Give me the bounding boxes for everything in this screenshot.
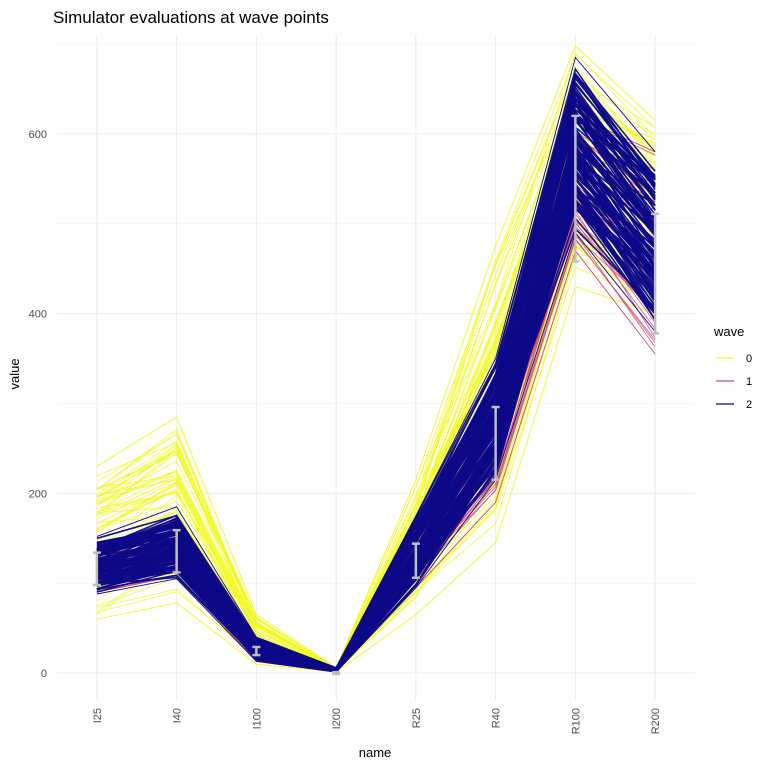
- series-line: [96, 131, 656, 671]
- series-line: [96, 45, 656, 669]
- error-bar-R40: [491, 405, 500, 482]
- series-line: [96, 109, 656, 671]
- y-tick-label: 600: [29, 129, 47, 141]
- series-line: [96, 254, 656, 672]
- series-line: [96, 54, 656, 669]
- error-bar-I200: [332, 670, 341, 676]
- y-tick-label: 200: [29, 488, 47, 500]
- x-tick-label: I100: [251, 708, 263, 729]
- x-tick-label: R25: [411, 708, 423, 728]
- legend-item-1: 1: [716, 376, 752, 388]
- error-bar-I100: [252, 645, 261, 657]
- series-line: [96, 78, 656, 669]
- legend-label: 0: [746, 353, 752, 365]
- x-axis-label: name: [359, 745, 392, 760]
- y-tick-label: 400: [29, 309, 47, 321]
- series-line: [96, 156, 656, 671]
- series-line: [96, 56, 656, 669]
- legend-items: 0 1 2: [716, 353, 752, 411]
- error-bar-R100: [571, 114, 580, 263]
- legend-label: 2: [746, 399, 752, 411]
- series-line: [96, 65, 656, 670]
- error-bar-I40: [172, 528, 181, 574]
- x-tick-label: R40: [491, 708, 503, 728]
- series-line: [96, 286, 656, 673]
- series-line: [96, 216, 656, 673]
- series-lines: [96, 45, 656, 673]
- chart-title: Simulator evaluations at wave points: [53, 8, 329, 27]
- series-line: [96, 52, 656, 670]
- series-line: [96, 231, 656, 673]
- x-tick-labels: I25 I40 I100 I200 R25 R40 R100 R200: [92, 708, 662, 734]
- legend-item-0: 0: [716, 353, 752, 365]
- x-tick-label: R200: [650, 708, 662, 734]
- series-line: [96, 102, 656, 671]
- x-tick-label: I25: [92, 708, 104, 723]
- x-tick-label: I200: [331, 708, 343, 729]
- series-2: [96, 56, 656, 673]
- y-tick-labels: 0 200 400 600: [29, 129, 47, 680]
- series-line: [96, 201, 656, 673]
- y-axis-label: value: [7, 358, 22, 389]
- legend-item-2: 2: [716, 399, 752, 411]
- error-bar-R25: [411, 542, 420, 580]
- error-bars: [92, 114, 660, 676]
- error-bar-R200: [651, 212, 660, 335]
- x-tick-label: I40: [172, 708, 184, 723]
- legend-label: 1: [746, 376, 752, 388]
- legend-title: wave: [713, 324, 744, 339]
- series-line: [96, 82, 656, 670]
- legend: wave 0 1 2: [713, 324, 752, 411]
- y-tick-label: 0: [41, 668, 47, 680]
- x-tick-label: R100: [570, 708, 582, 734]
- error-bar-I25: [92, 551, 101, 587]
